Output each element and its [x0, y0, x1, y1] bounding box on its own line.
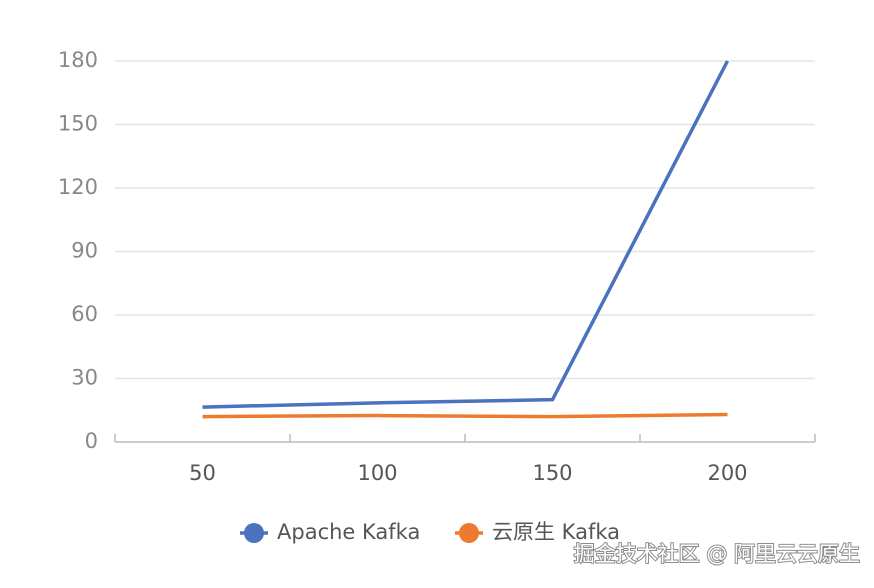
- x-tick-label: 200: [707, 461, 747, 485]
- y-tick-label: 180: [58, 48, 98, 72]
- y-tick-label: 30: [71, 366, 98, 390]
- series-line: [202, 60, 730, 409]
- series-line: [202, 412, 728, 419]
- legend-marker: [459, 523, 479, 543]
- y-tick-label: 120: [58, 175, 98, 199]
- x-tick-label: 150: [532, 461, 572, 485]
- x-tick-label: 50: [189, 461, 216, 485]
- legend-label: Apache Kafka: [277, 520, 420, 544]
- y-tick-label: 150: [58, 112, 98, 136]
- y-tick-label: 90: [71, 239, 98, 263]
- y-tick-label: 0: [85, 429, 98, 453]
- legend-label: 云原生 Kafka: [492, 520, 620, 544]
- y-tick-label: 60: [71, 302, 98, 326]
- x-tick-label: 100: [357, 461, 397, 485]
- watermark: 掘金技术社区 @ 阿里云云原生: [574, 542, 860, 566]
- legend-marker: [244, 523, 264, 543]
